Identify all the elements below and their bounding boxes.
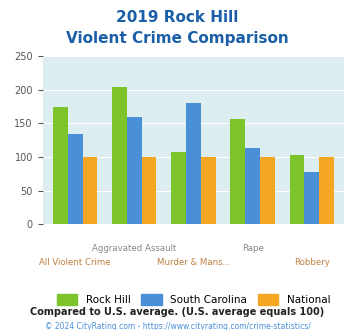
Text: All Violent Crime: All Violent Crime bbox=[39, 258, 111, 267]
Bar bbox=[260, 157, 275, 224]
Text: Murder & Mans...: Murder & Mans... bbox=[157, 258, 230, 267]
Text: Robbery: Robbery bbox=[294, 258, 330, 267]
Text: Rape: Rape bbox=[242, 244, 263, 253]
Bar bbox=[68, 134, 83, 224]
Text: Violent Crime Comparison: Violent Crime Comparison bbox=[66, 31, 289, 46]
Bar bbox=[230, 119, 245, 224]
Text: © 2024 CityRating.com - https://www.cityrating.com/crime-statistics/: © 2024 CityRating.com - https://www.city… bbox=[45, 321, 310, 330]
Bar bbox=[201, 157, 216, 224]
Bar bbox=[186, 103, 201, 224]
Bar bbox=[171, 152, 186, 224]
Bar bbox=[127, 117, 142, 224]
Bar bbox=[112, 87, 127, 224]
Text: Aggravated Assault: Aggravated Assault bbox=[92, 244, 176, 253]
Bar bbox=[304, 172, 319, 224]
Text: 2019 Rock Hill: 2019 Rock Hill bbox=[116, 10, 239, 25]
Legend: Rock Hill, South Carolina, National: Rock Hill, South Carolina, National bbox=[53, 290, 334, 310]
Text: Compared to U.S. average. (U.S. average equals 100): Compared to U.S. average. (U.S. average … bbox=[31, 307, 324, 317]
Bar bbox=[245, 148, 260, 224]
Bar bbox=[82, 157, 97, 224]
Bar bbox=[142, 157, 157, 224]
Bar bbox=[53, 107, 68, 224]
Bar bbox=[290, 155, 305, 224]
Bar bbox=[319, 157, 334, 224]
